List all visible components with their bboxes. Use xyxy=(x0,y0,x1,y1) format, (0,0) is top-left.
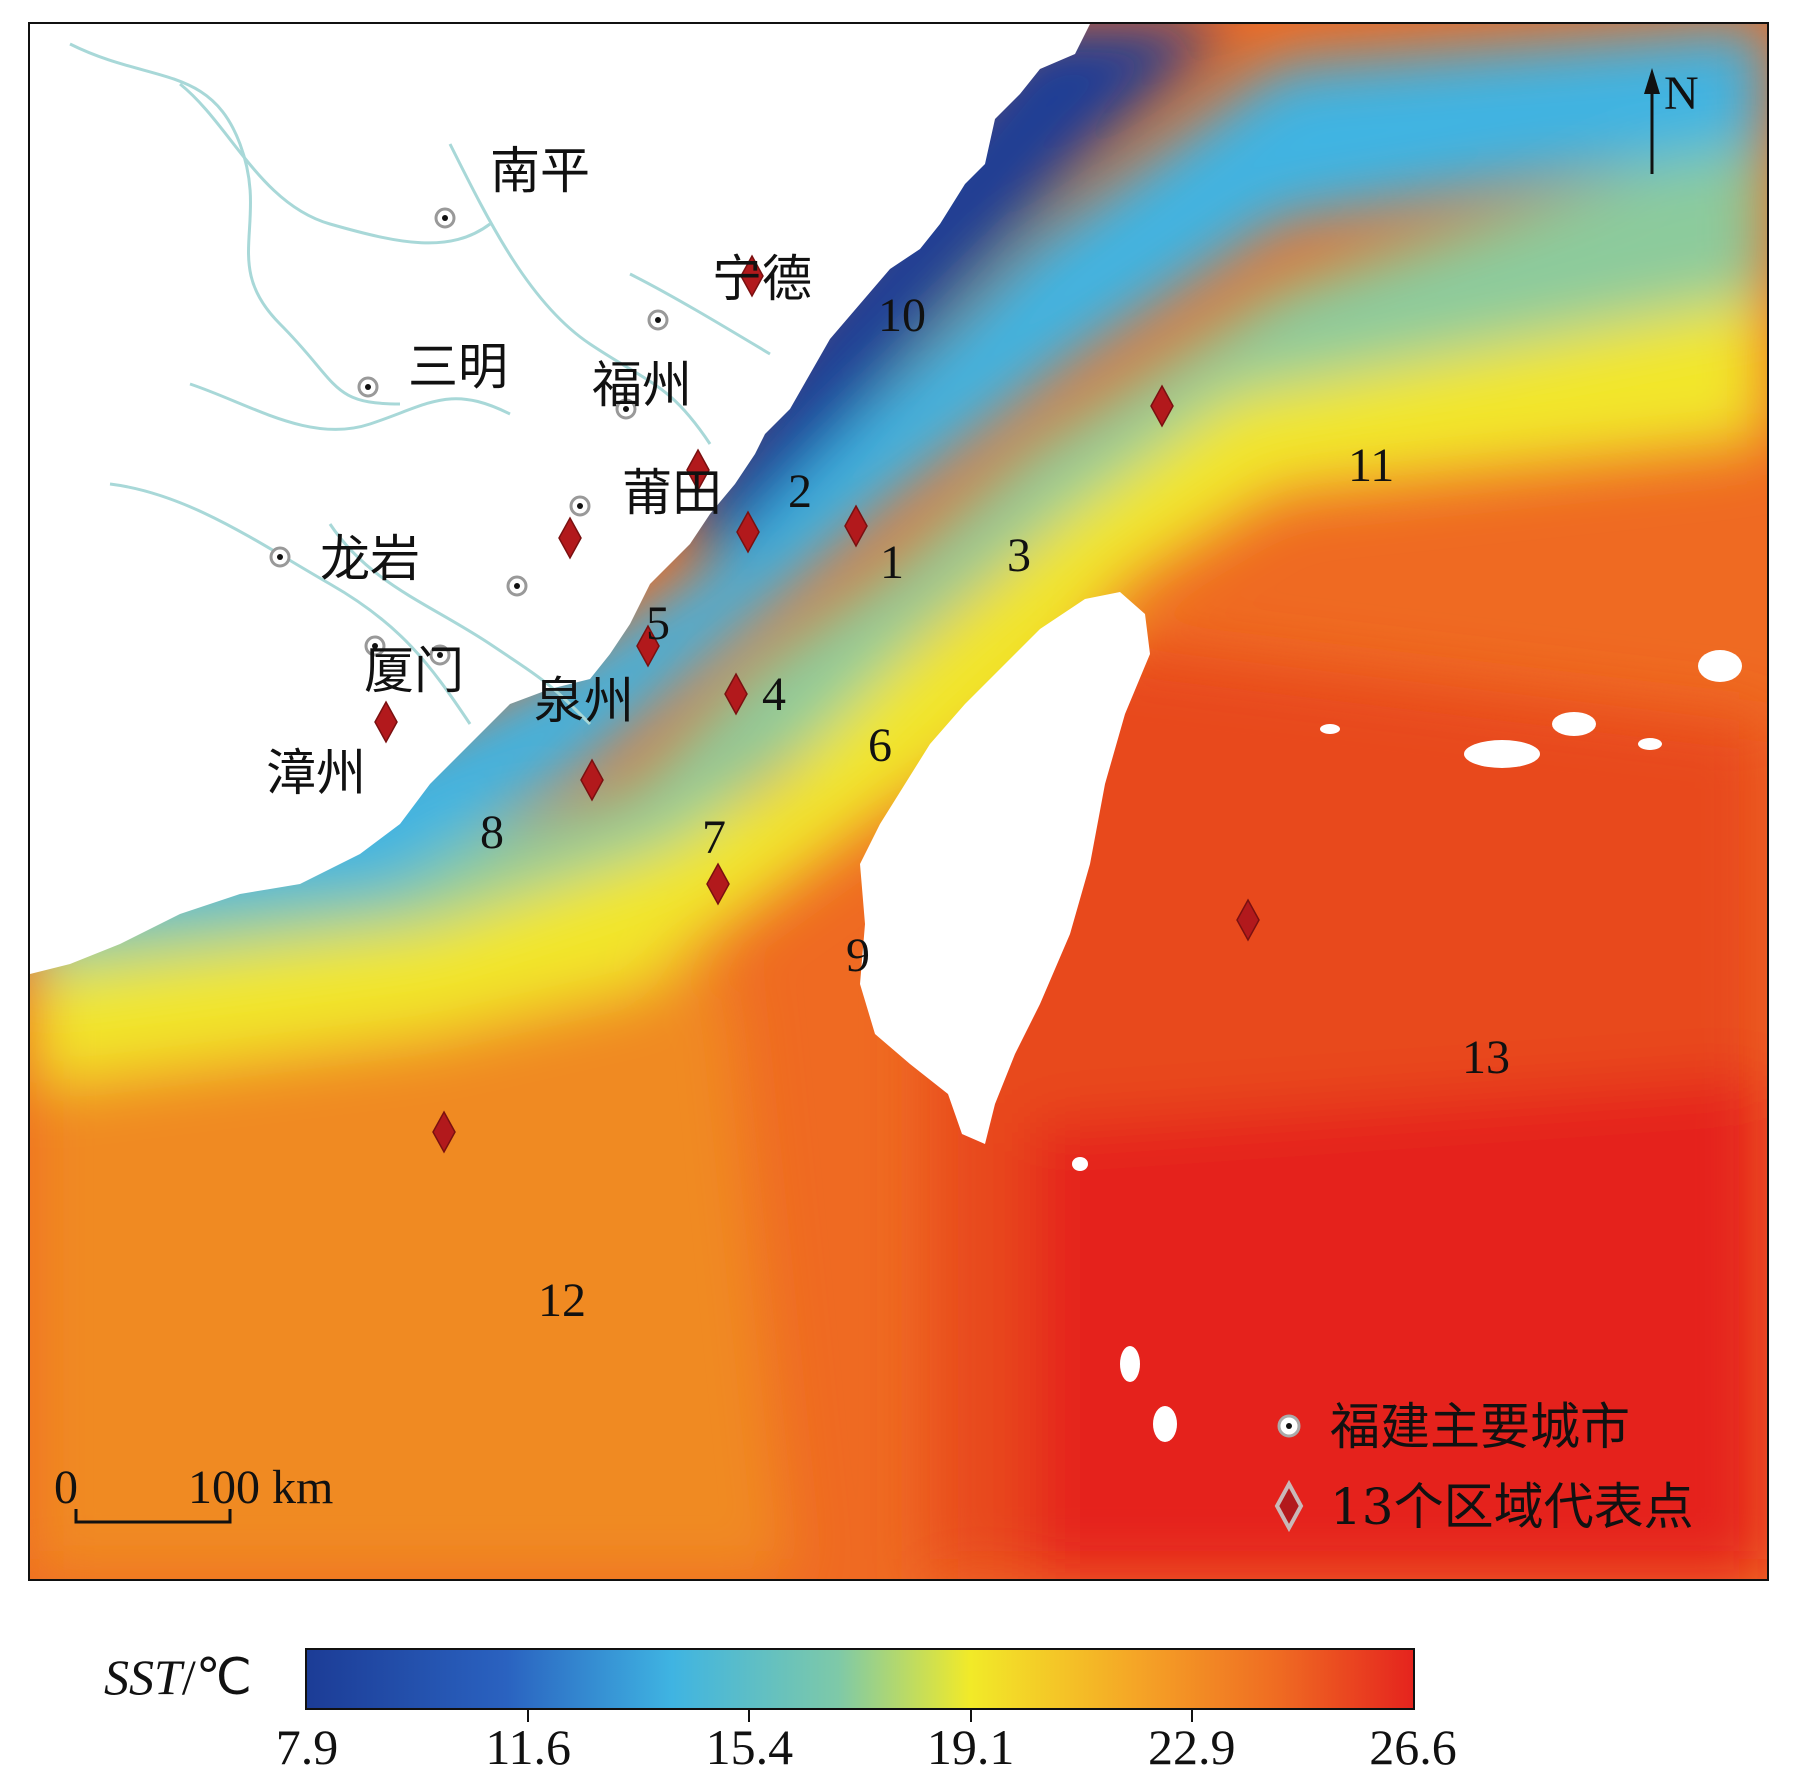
colorbar-tick-label-3: 19.1 xyxy=(926,1719,1015,1775)
city-marker-zhangzhou xyxy=(506,575,528,597)
colorbar-title-unit: /℃ xyxy=(181,1649,252,1705)
scale-bar xyxy=(74,1509,232,1524)
point-marker-3 xyxy=(844,504,868,548)
city-marker-sanming xyxy=(357,376,379,398)
point-label-12: 12 xyxy=(538,1274,586,1327)
point-marker-13 xyxy=(1236,898,1260,942)
point-markers xyxy=(374,254,1260,1154)
city-marker-fuzhou xyxy=(615,398,637,420)
sst-map: 南平 宁德 三明 福州 莆田 龙岩 厦门 泉州 漳州 1 2 3 4 5 6 7… xyxy=(28,22,1769,1581)
point-label-3: 3 xyxy=(1007,529,1031,582)
point-label-2: 2 xyxy=(788,465,812,518)
city-label-longyan: 龙岩 xyxy=(320,530,420,588)
colorbar-title: SST/℃ xyxy=(104,1652,252,1702)
point-marker-7 xyxy=(580,758,604,802)
colorbar-tick-label-5: 26.6 xyxy=(1369,1719,1457,1775)
point-label-1: 1 xyxy=(880,536,904,589)
city-marker-putian xyxy=(569,495,591,517)
scale-label-end: 100 km xyxy=(188,1461,334,1514)
rivers xyxy=(69,42,771,726)
point-label-10: 10 xyxy=(878,289,926,342)
colorbar-tick-label-2: 15.4 xyxy=(705,1719,794,1775)
point-marker-4 xyxy=(636,624,660,668)
city-label-putian: 莆田 xyxy=(622,464,722,522)
colorbar-tick-2 xyxy=(748,1708,751,1722)
city-marker-xiamen xyxy=(364,635,386,657)
point-label-11: 11 xyxy=(1348,439,1395,492)
point-marker-2 xyxy=(686,448,710,492)
city-label-zhangzhou: 漳州 xyxy=(266,744,366,802)
mainland-land xyxy=(30,24,1090,974)
city-label-fuzhou: 福州 xyxy=(592,356,692,414)
point-marker-5 xyxy=(558,516,582,560)
point-label-5: 5 xyxy=(646,597,670,650)
city-markers xyxy=(269,207,669,666)
colorbar-tick-3 xyxy=(969,1708,972,1722)
point-marker-6 xyxy=(724,672,748,716)
city-label-xiamen: 厦门 xyxy=(364,642,464,700)
colorbar-tick-label-4: 22.9 xyxy=(1148,1719,1236,1775)
city-marker-quanzhou xyxy=(429,644,451,666)
city-label-quanzhou: 泉州 xyxy=(534,672,634,730)
point-label-7: 7 xyxy=(702,811,726,864)
city-label-nanping: 南平 xyxy=(490,142,590,200)
legend-city-label: 福建主要城市 xyxy=(1330,1398,1630,1456)
point-label-9: 9 xyxy=(846,929,870,982)
point-label-8: 8 xyxy=(480,806,504,859)
colorbar-tick-label-1: 11.6 xyxy=(485,1719,572,1775)
point-label-13: 13 xyxy=(1462,1031,1510,1084)
city-marker-ningde xyxy=(647,309,669,331)
legend-city-symbol xyxy=(1277,1414,1301,1438)
point-marker-9 xyxy=(706,862,730,906)
north-arrow-icon xyxy=(1644,68,1660,174)
legend-point-label: 13个区域代表点 xyxy=(1330,1478,1694,1536)
colorbar-title-var: SST xyxy=(104,1649,182,1705)
colorbar-tick-label-0: 7.9 xyxy=(275,1719,339,1775)
point-label-4: 4 xyxy=(762,668,786,721)
point-marker-12 xyxy=(432,1110,456,1154)
colorbar-tick-1 xyxy=(527,1708,530,1722)
point-marker-1 xyxy=(736,510,760,554)
map-canvas xyxy=(30,24,1767,1579)
colorbar-tick-4 xyxy=(1190,1708,1193,1722)
point-label-6: 6 xyxy=(868,719,892,772)
taiwan-island xyxy=(860,592,1150,1144)
city-label-ningde: 宁德 xyxy=(712,250,812,308)
sst-field xyxy=(30,24,1767,1579)
point-marker-8 xyxy=(374,700,398,744)
point-marker-11 xyxy=(1150,384,1174,428)
city-marker-longyan xyxy=(269,546,291,568)
colorbar xyxy=(305,1648,1415,1710)
north-label: N xyxy=(1664,67,1699,120)
point-marker-10 xyxy=(740,254,764,298)
legend-point-symbol xyxy=(1274,1479,1304,1533)
city-label-sanming: 三明 xyxy=(408,338,508,396)
small-islands xyxy=(1072,650,1742,1442)
scale-label-zero: 0 xyxy=(54,1461,78,1514)
city-marker-nanping xyxy=(434,207,456,229)
